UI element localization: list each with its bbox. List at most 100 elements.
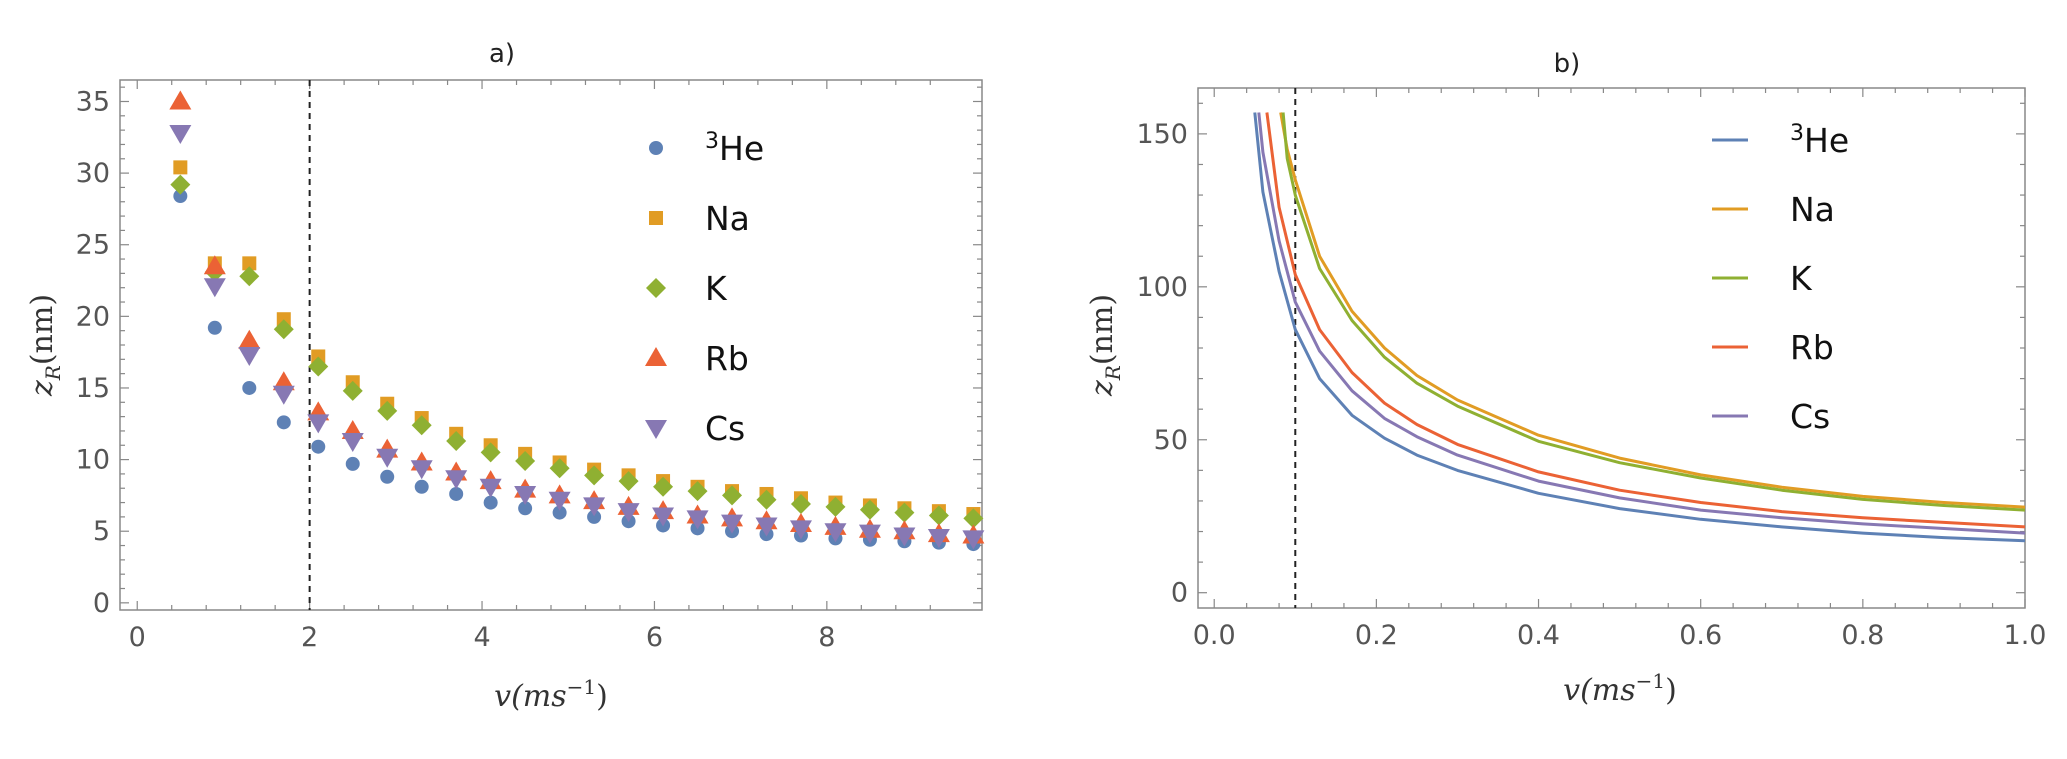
y-tick-label: 0 bbox=[1171, 578, 1188, 609]
chart-panel-a: a) 0 2 4 6 8 0 5 10 15 20 25 30 35 3He Na K Rb Cs v(ms−1… bbox=[25, 39, 985, 714]
y-tick-label: 35 bbox=[76, 86, 110, 117]
data-point-cs bbox=[927, 528, 950, 548]
chart-b-ticks bbox=[1198, 88, 2026, 608]
legend-marker-he bbox=[649, 141, 663, 155]
legend-label-he-sup: 3 bbox=[1790, 121, 1804, 146]
legend-marker-cs bbox=[645, 420, 667, 439]
x-tick-label: 6 bbox=[646, 622, 663, 653]
data-point-k bbox=[722, 485, 743, 506]
x-tick-label: 0 bbox=[129, 622, 146, 653]
y-tick-label: 15 bbox=[76, 373, 110, 404]
series-k bbox=[170, 174, 984, 529]
chart-a-title: a) bbox=[489, 39, 515, 69]
data-point-cs bbox=[307, 414, 330, 434]
data-point-cs bbox=[858, 524, 881, 544]
x-tick-label: 0.4 bbox=[1517, 620, 1560, 651]
legend-label-he-base: He bbox=[1804, 121, 1849, 160]
data-point-cs bbox=[341, 432, 364, 452]
data-point-he bbox=[587, 509, 602, 524]
chart-a-xlabel-end: ) bbox=[596, 679, 608, 714]
data-point-cs bbox=[272, 385, 295, 405]
chart-b-ylabel-base: z bbox=[1085, 380, 1120, 397]
data-point-k bbox=[687, 481, 708, 502]
legend-marker-rb bbox=[645, 347, 667, 366]
data-point-k bbox=[825, 496, 846, 517]
x-tick-label: 2 bbox=[301, 622, 318, 653]
data-point-cs bbox=[686, 510, 709, 530]
chart-a-xlabel-sup: −1 bbox=[567, 675, 596, 699]
chart-b-xlabel: v(ms−1) bbox=[1563, 669, 1677, 708]
data-point-cs bbox=[376, 448, 399, 468]
data-point-k bbox=[963, 508, 984, 529]
chart-a-xlabel: v(ms−1) bbox=[494, 675, 608, 714]
chart-a-ylabel-unit: (nm) bbox=[25, 294, 60, 365]
data-point-he bbox=[242, 380, 257, 395]
legend-label-he-base: He bbox=[719, 129, 764, 168]
data-point-k bbox=[239, 266, 260, 287]
data-point-na bbox=[311, 349, 326, 364]
data-point-cs bbox=[479, 478, 502, 498]
data-point-cs bbox=[548, 491, 571, 511]
legend-label-na: Na bbox=[1790, 190, 1835, 229]
series-line-k bbox=[1281, 112, 2026, 512]
data-point-cs bbox=[445, 470, 468, 490]
chart-a-ylabel: zR(nm) bbox=[25, 294, 65, 397]
data-point-k bbox=[411, 415, 432, 436]
y-tick-label: 25 bbox=[76, 230, 110, 261]
chart-a-legend: 3He Na K Rb Cs bbox=[645, 129, 764, 448]
data-point-k bbox=[342, 380, 363, 401]
data-point-he bbox=[414, 479, 429, 494]
series-line-na bbox=[1279, 112, 2026, 509]
legend-marker-k bbox=[646, 278, 666, 298]
legend-label-cs: Cs bbox=[705, 409, 745, 448]
chart-panel-b: b) 0.0 0.2 0.4 0.6 0.8 1.0 0 50 100 150 3He Na K Rb C… bbox=[1085, 49, 2046, 708]
chart-b-legend: 3He Na K Rb Cs bbox=[1712, 121, 1849, 436]
legend-label-na: Na bbox=[705, 199, 750, 238]
chart-b-title: b) bbox=[1554, 49, 1581, 79]
data-point-k bbox=[480, 442, 501, 463]
data-point-he bbox=[207, 320, 222, 335]
data-point-cs bbox=[962, 530, 985, 550]
legend-label-he-sup: 3 bbox=[705, 129, 719, 154]
chart-a-xlabel-base: v(ms bbox=[494, 679, 567, 714]
data-point-he bbox=[380, 469, 395, 484]
data-point-k bbox=[308, 356, 329, 377]
chart-b-tick-labels: 0.0 0.2 0.4 0.6 0.8 1.0 0 50 100 150 bbox=[1136, 119, 2046, 651]
chart-b-ylabel-sub: R bbox=[1101, 365, 1125, 381]
data-point-cs bbox=[893, 527, 916, 547]
data-point-na bbox=[276, 312, 291, 327]
data-point-rb bbox=[169, 90, 192, 110]
x-tick-label: 4 bbox=[473, 622, 490, 653]
data-point-he bbox=[552, 505, 567, 520]
legend-label-he: 3He bbox=[1790, 121, 1849, 160]
chart-b-ylabel-unit: (nm) bbox=[1085, 294, 1120, 365]
data-point-he bbox=[449, 486, 464, 501]
data-point-na bbox=[173, 160, 188, 175]
data-point-he bbox=[518, 501, 533, 516]
series-line-rb bbox=[1265, 112, 2026, 529]
data-point-k bbox=[170, 174, 191, 195]
series-line-he bbox=[1253, 112, 2026, 543]
chart-b-ylabel: zR(nm) bbox=[1085, 294, 1125, 397]
legend-marker-na bbox=[649, 211, 663, 225]
data-point-he bbox=[345, 456, 360, 471]
legend-label-rb: Rb bbox=[705, 339, 749, 378]
x-tick-label: 0.8 bbox=[1841, 620, 1884, 651]
legend-label-rb: Rb bbox=[1790, 328, 1834, 367]
legend-label-k: K bbox=[705, 269, 728, 308]
data-point-k bbox=[549, 458, 570, 479]
y-tick-label: 100 bbox=[1136, 272, 1188, 303]
data-point-cs bbox=[617, 503, 640, 523]
series-line-cs bbox=[1257, 112, 2026, 535]
legend-label-he: 3He bbox=[705, 129, 764, 168]
data-point-na bbox=[242, 256, 257, 271]
x-tick-label: 8 bbox=[818, 622, 835, 653]
x-tick-label: 1.0 bbox=[2004, 620, 2047, 651]
data-point-rb bbox=[203, 255, 226, 275]
data-point-cs bbox=[203, 278, 226, 298]
data-point-rb bbox=[272, 371, 295, 391]
x-tick-label: 0.0 bbox=[1193, 620, 1236, 651]
data-point-cs bbox=[410, 460, 433, 480]
data-point-cs bbox=[789, 520, 812, 540]
